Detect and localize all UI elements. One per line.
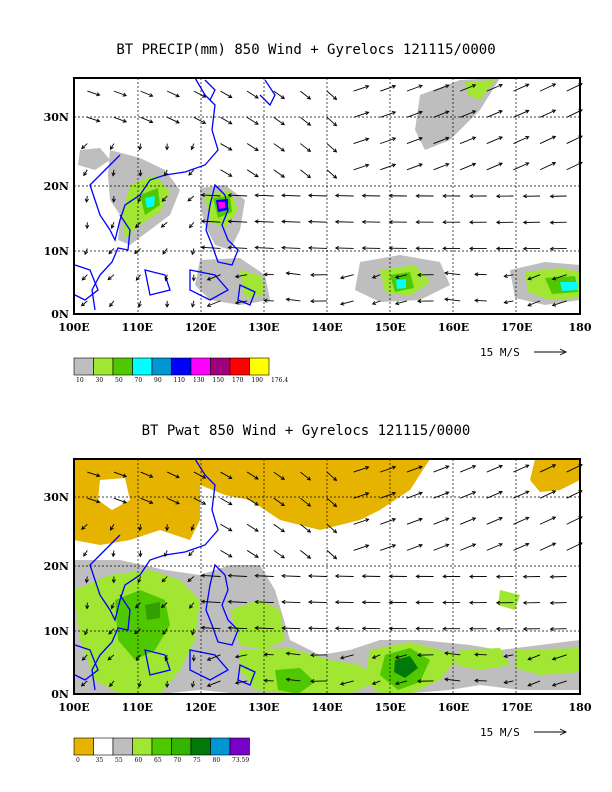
panel2-x-ticks: 100E 110E 120E 130E 140E 150E 160E 170E 180 bbox=[58, 701, 592, 714]
panel2-grid bbox=[74, 459, 580, 694]
colorbar-swatch bbox=[151, 737, 172, 756]
x-tick-label: 180 bbox=[569, 701, 592, 714]
y-tick-label: 0N bbox=[51, 688, 69, 701]
colorbar-label: 55 bbox=[115, 757, 123, 764]
colorbar-label: 176.4 bbox=[271, 377, 288, 384]
panel1-coastlines bbox=[74, 77, 276, 311]
x-tick-label: 170E bbox=[501, 701, 532, 714]
panel1-title: BT PRECIP(mm) 850 Wind + Gyrelocs 121115… bbox=[116, 42, 496, 58]
colorbar-label: 75 bbox=[193, 757, 201, 764]
colorbar-swatch bbox=[190, 357, 211, 376]
panel2-wind-vectors bbox=[80, 464, 583, 688]
panel2-ref-vector-label: 15 M/S bbox=[480, 726, 520, 739]
panel2-title: BT Pwat 850 Wind + Gyrelocs 121115/0000 bbox=[141, 423, 471, 439]
colorbar-swatch bbox=[249, 357, 270, 376]
x-tick-label: 150E bbox=[375, 701, 406, 714]
colorbar-swatch bbox=[73, 737, 94, 756]
colorbar-label: 70 bbox=[174, 757, 182, 764]
y-tick-label: 10N bbox=[44, 245, 69, 258]
y-tick-label: 20N bbox=[44, 180, 69, 193]
colorbar-swatch bbox=[229, 357, 250, 376]
panel1-grid bbox=[74, 78, 580, 314]
y-tick-label: 10N bbox=[44, 625, 69, 638]
panel2-y-ticks: 0N 10N 20N 30N bbox=[44, 491, 69, 701]
x-tick-label: 100E bbox=[58, 701, 89, 714]
colorbar-swatch bbox=[132, 357, 153, 376]
x-tick-label: 120E bbox=[185, 321, 216, 334]
colorbar-label: 10 bbox=[76, 377, 84, 384]
colorbar-label: 150 bbox=[213, 377, 225, 384]
colorbar-label: 60 bbox=[135, 757, 143, 764]
panel2-ref-vector-arrow bbox=[534, 728, 568, 736]
x-tick-label: 120E bbox=[185, 701, 216, 714]
panel1-x-ticks: 100E 110E 120E 130E 140E 150E 160E 170E 180 bbox=[58, 321, 592, 334]
colorbar-swatch bbox=[190, 737, 211, 756]
colorbar-label: 190 bbox=[252, 377, 264, 384]
colorbar-label: 110 bbox=[174, 377, 186, 384]
x-tick-label: 110E bbox=[122, 321, 153, 334]
x-tick-label: 110E bbox=[122, 701, 153, 714]
x-tick-label: 140E bbox=[311, 321, 342, 334]
colorbar-label: 130 bbox=[193, 377, 205, 384]
x-tick-label: 160E bbox=[438, 701, 469, 714]
y-tick-label: 30N bbox=[44, 491, 69, 504]
x-tick-label: 180 bbox=[569, 321, 592, 334]
colorbar-swatch bbox=[112, 737, 133, 756]
panel2-shading bbox=[74, 459, 580, 694]
panel1-ref-vector-arrow bbox=[534, 348, 568, 356]
colorbar-label: 30 bbox=[96, 377, 104, 384]
colorbar-swatch bbox=[73, 357, 94, 376]
colorbar-swatch bbox=[93, 357, 114, 376]
x-tick-label: 160E bbox=[438, 321, 469, 334]
colorbar-swatch bbox=[210, 357, 231, 376]
colorbar-label: 35 bbox=[96, 757, 104, 764]
panel2-coastlines bbox=[74, 458, 256, 691]
colorbar-swatch bbox=[93, 737, 114, 756]
panel1-shading bbox=[78, 78, 580, 305]
panel2-colorbar: 0 35 55 60 65 70 75 80 73.59 bbox=[73, 737, 250, 764]
colorbar-swatch bbox=[171, 737, 192, 756]
colorbar-swatch bbox=[171, 357, 192, 376]
colorbar-label: 50 bbox=[115, 377, 123, 384]
panel1-ref-vector-label: 15 M/S bbox=[480, 346, 520, 359]
panel1-colorbar: 10 30 50 70 90 110 130 150 170 190 176.4 bbox=[73, 357, 288, 384]
panel1-y-ticks: 0N 10N 20N 30N bbox=[44, 111, 69, 321]
colorbar-label: 80 bbox=[213, 757, 221, 764]
colorbar-swatch bbox=[151, 357, 172, 376]
colorbar-swatch bbox=[132, 737, 153, 756]
panel1-wind-vectors bbox=[80, 83, 583, 308]
y-tick-label: 20N bbox=[44, 560, 69, 573]
x-tick-label: 130E bbox=[248, 701, 279, 714]
colorbar-swatch bbox=[229, 737, 250, 756]
x-tick-label: 100E bbox=[58, 321, 89, 334]
x-tick-label: 170E bbox=[501, 321, 532, 334]
colorbar-swatch bbox=[112, 357, 133, 376]
y-tick-label: 0N bbox=[51, 308, 69, 321]
colorbar-label: 65 bbox=[154, 757, 162, 764]
y-tick-label: 30N bbox=[44, 111, 69, 124]
colorbar-label: 170 bbox=[232, 377, 244, 384]
x-tick-label: 150E bbox=[375, 321, 406, 334]
panel2-frame bbox=[73, 458, 581, 695]
colorbar-label: 90 bbox=[154, 377, 162, 384]
colorbar-label: 70 bbox=[135, 377, 143, 384]
colorbar-label: 0 bbox=[76, 757, 80, 764]
x-tick-label: 140E bbox=[311, 701, 342, 714]
panel1-frame bbox=[73, 77, 581, 315]
x-tick-label: 130E bbox=[248, 321, 279, 334]
colorbar-label: 73.59 bbox=[232, 757, 249, 764]
colorbar-swatch bbox=[210, 737, 231, 756]
